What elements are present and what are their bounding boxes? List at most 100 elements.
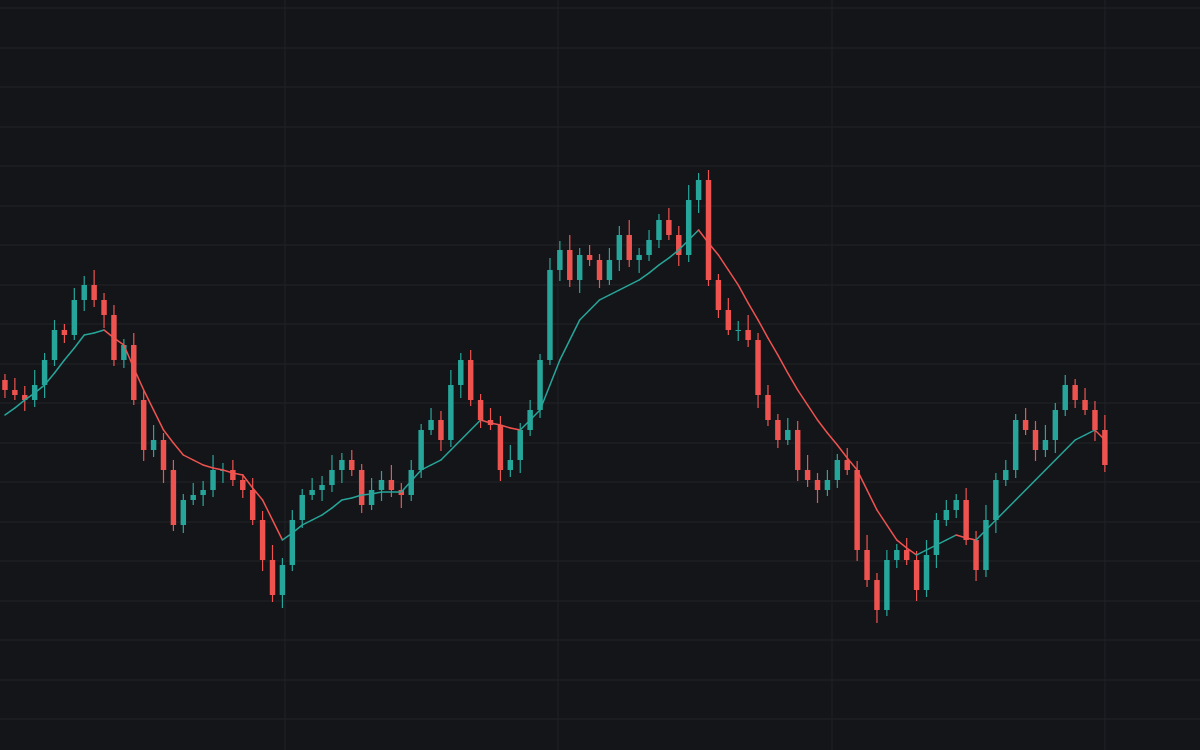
moving-average <box>578 309 591 321</box>
moving-average <box>1044 459 1057 471</box>
moving-average <box>242 474 254 489</box>
candle-body <box>1042 440 1049 450</box>
moving-average <box>796 389 809 406</box>
candle-body <box>339 460 345 470</box>
moving-average <box>836 444 848 459</box>
moving-average <box>1024 479 1037 491</box>
candle-body <box>894 550 900 560</box>
candle-body <box>557 250 563 270</box>
candle-body <box>646 240 652 255</box>
moving-average <box>202 464 214 469</box>
candle-body <box>467 360 474 400</box>
candle-body <box>71 300 78 335</box>
candle-body <box>576 255 583 280</box>
candle-body <box>150 440 157 450</box>
moving-average <box>301 519 313 526</box>
candle-body <box>41 360 48 385</box>
moving-average <box>945 534 957 541</box>
moving-average <box>212 467 224 471</box>
candle-body <box>131 345 137 400</box>
candle-body <box>378 480 385 490</box>
moving-average <box>370 491 383 495</box>
moving-average <box>678 239 690 251</box>
candle-body <box>1003 470 1009 480</box>
moving-average <box>1034 469 1047 481</box>
candle-body <box>1052 410 1059 440</box>
moving-average <box>291 524 303 534</box>
candle-body <box>765 395 771 420</box>
candle-body <box>121 345 127 360</box>
moving-average <box>648 264 660 274</box>
moving-average <box>965 537 977 541</box>
candle-body <box>884 560 890 610</box>
moving-average <box>509 427 521 431</box>
candle-body <box>289 520 296 565</box>
candle-body <box>269 560 276 595</box>
candle-body <box>170 470 177 525</box>
moving-average <box>251 487 264 501</box>
candle-body <box>685 200 692 255</box>
candle-body <box>22 395 28 400</box>
moving-average <box>598 294 611 301</box>
candle-body <box>913 560 920 590</box>
moving-average <box>103 329 115 339</box>
candle-body <box>388 480 395 490</box>
moving-average <box>588 299 601 311</box>
moving-average <box>905 547 918 556</box>
candle-body <box>755 340 761 395</box>
candle-body <box>428 420 434 430</box>
moving-average <box>687 229 700 241</box>
candle-body <box>874 580 880 610</box>
candle-body <box>785 430 791 440</box>
candle-body <box>309 490 315 495</box>
candle-body <box>567 250 573 280</box>
moving-average <box>33 384 46 394</box>
candle-body <box>12 390 18 395</box>
moving-average <box>93 329 105 334</box>
candle-body <box>973 540 979 570</box>
candle-body <box>140 400 147 450</box>
moving-average <box>985 519 997 531</box>
moving-average <box>955 534 967 539</box>
candle-body <box>1062 385 1068 410</box>
moving-average <box>222 469 234 474</box>
candle-body <box>210 470 216 490</box>
moving-average <box>519 419 531 431</box>
candle-body <box>2 380 8 390</box>
moving-average <box>142 389 155 411</box>
candle-body <box>230 470 236 480</box>
candle-body <box>51 330 58 360</box>
candle-body <box>794 430 801 470</box>
candle-body <box>834 460 841 480</box>
moving-average <box>608 289 621 296</box>
candle-body <box>1072 385 1078 400</box>
moving-average <box>787 372 799 391</box>
moving-average <box>935 539 948 546</box>
candle-body <box>547 270 553 360</box>
moving-average <box>727 269 739 286</box>
moving-average <box>133 367 145 391</box>
moving-average <box>232 472 244 476</box>
candle-body <box>160 440 167 470</box>
moving-average <box>271 519 284 541</box>
moving-average <box>1054 449 1066 461</box>
moving-average <box>1074 434 1086 441</box>
candle-body <box>497 425 504 470</box>
moving-average <box>618 284 630 291</box>
moving-average <box>83 332 95 336</box>
moving-average <box>351 494 363 499</box>
moving-average <box>192 459 204 466</box>
moving-average <box>499 424 512 429</box>
moving-average <box>569 319 581 341</box>
moving-average <box>53 359 66 374</box>
candle-body <box>1092 410 1098 430</box>
moving-average <box>876 509 888 526</box>
candle-body <box>329 470 335 485</box>
candle-body <box>358 470 365 505</box>
moving-average <box>460 429 472 441</box>
moving-average <box>469 419 482 431</box>
candle-body <box>983 520 989 570</box>
candle-body <box>249 490 256 520</box>
